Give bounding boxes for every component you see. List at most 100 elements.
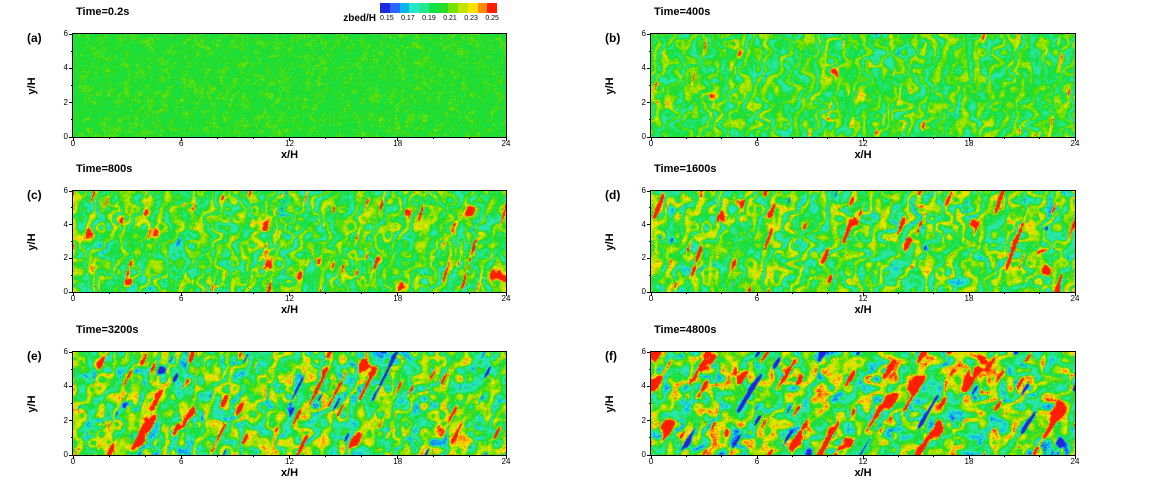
y-tick-label: 0	[641, 287, 646, 296]
colorbar-tick-label: 0.21	[443, 15, 457, 22]
x-tick-label: 6	[179, 294, 184, 303]
y-tick-mark	[69, 224, 73, 226]
y-minor-tick-mark	[71, 274, 73, 276]
colorbar-tick-label: 0.23	[464, 15, 478, 22]
y-minor-tick-mark	[71, 368, 73, 370]
y-minor-tick-mark	[649, 274, 651, 276]
x-minor-tick-mark	[933, 137, 935, 139]
x-tick-mark	[862, 292, 864, 296]
x-minor-tick-mark	[361, 292, 363, 294]
colorbar-block	[380, 3, 390, 13]
x-minor-tick-mark	[791, 455, 793, 457]
x-minor-tick-mark	[1039, 137, 1041, 139]
x-minor-tick-mark	[216, 455, 218, 457]
y-minor-tick-mark	[649, 241, 651, 242]
x-tick-label: 24	[1070, 457, 1080, 466]
y-tick-label: 0	[63, 132, 68, 141]
x-tick-mark	[505, 137, 507, 141]
x-minor-tick-mark	[685, 455, 687, 457]
x-tick-mark	[968, 292, 970, 296]
heatmap-canvas	[651, 34, 1075, 137]
y-tick-mark	[69, 257, 73, 259]
x-tick-mark	[72, 292, 74, 296]
colorbar-blocks	[380, 3, 497, 13]
x-axis-label: x/H	[854, 149, 872, 161]
x-tick-label: 24	[1070, 294, 1080, 303]
colorbar-tick-label: 0.15	[380, 15, 394, 22]
y-tick-mark	[647, 257, 651, 259]
heatmap-canvas	[651, 352, 1075, 455]
y-tick-mark	[69, 291, 73, 293]
y-tick-mark	[647, 136, 651, 138]
y-tick-label: 6	[641, 29, 646, 38]
x-tick-mark	[397, 137, 399, 141]
x-minor-tick-mark	[721, 292, 723, 294]
x-tick-mark	[968, 137, 970, 141]
y-tick-mark	[647, 351, 651, 353]
x-minor-tick-mark	[721, 137, 723, 139]
y-tick-label: 2	[641, 415, 646, 425]
x-minor-tick-mark	[469, 455, 471, 457]
x-minor-tick-mark	[144, 137, 146, 139]
y-tick-label: 2	[63, 97, 68, 107]
x-tick-mark	[968, 455, 970, 459]
y-tick-mark	[647, 291, 651, 293]
y-tick-mark	[69, 190, 73, 192]
x-tick-mark	[180, 292, 182, 296]
panel-letter: (e)	[27, 349, 42, 363]
x-minor-tick-mark	[361, 137, 363, 139]
panel-title: Time=400s	[654, 6, 711, 18]
y-tick-mark	[647, 190, 651, 192]
x-tick-mark	[505, 455, 507, 459]
y-minor-tick-mark	[649, 403, 651, 404]
colorbar-tick-label: 0.17	[401, 15, 415, 22]
y-tick-label: 0	[641, 132, 646, 141]
heatmap-plot: 0 6 12 18 24 0 2 4 6	[642, 187, 1080, 303]
x-tick-label: 24	[1070, 139, 1080, 148]
y-tick-label: 4	[641, 219, 646, 229]
y-tick-label: 0	[641, 450, 646, 459]
colorbar-tick-label: 0.25	[485, 15, 499, 22]
y-minor-tick-mark	[71, 50, 73, 52]
x-axis-label: x/H	[280, 467, 299, 479]
y-tick-label: 4	[63, 63, 68, 73]
y-tick-mark	[647, 385, 651, 387]
x-tick-label: 18	[393, 457, 403, 466]
x-tick-mark	[1074, 455, 1076, 459]
x-tick-mark	[756, 292, 758, 296]
x-minor-tick-mark	[685, 292, 687, 294]
y-tick-label: 6	[63, 186, 68, 195]
x-tick-mark	[180, 455, 182, 459]
y-tick-label: 0	[63, 287, 68, 296]
x-minor-tick-mark	[252, 137, 254, 139]
x-minor-tick-mark	[433, 137, 435, 139]
panel-title: Time=800s	[76, 163, 133, 175]
panel-letter: (d)	[605, 188, 621, 202]
y-axis-label: y/H	[604, 232, 616, 251]
x-tick-label: 0	[648, 139, 654, 148]
x-axis-label: x/H	[854, 467, 872, 479]
x-minor-tick-mark	[469, 137, 471, 139]
y-tick-label: 0	[63, 450, 68, 459]
x-minor-tick-mark	[1039, 292, 1041, 294]
x-tick-mark	[289, 292, 290, 296]
x-tick-label: 6	[754, 294, 760, 303]
y-minor-tick-mark	[71, 85, 73, 86]
heatmap-plot: 0 6 12 18 24 0 2 4 6	[642, 348, 1080, 466]
x-minor-tick-mark	[216, 137, 218, 139]
x-tick-label: 0	[648, 457, 654, 466]
colorbar-block	[467, 3, 478, 13]
panel-b: Time=400s (b) y/H 0 6 12 18 24 0 2 4 6 x/H	[604, 6, 1079, 161]
y-tick-mark	[647, 420, 651, 422]
y-tick-label: 6	[641, 347, 646, 356]
x-tick-label: 12	[858, 457, 868, 466]
y-minor-tick-mark	[649, 368, 651, 370]
x-minor-tick-mark	[252, 292, 254, 294]
x-tick-label: 12	[285, 457, 294, 466]
x-minor-tick-mark	[108, 292, 110, 294]
x-tick-mark	[756, 137, 758, 141]
y-tick-mark	[647, 224, 651, 226]
y-minor-tick-mark	[71, 437, 73, 439]
y-tick-mark	[69, 385, 73, 387]
x-tick-mark	[1074, 292, 1076, 296]
